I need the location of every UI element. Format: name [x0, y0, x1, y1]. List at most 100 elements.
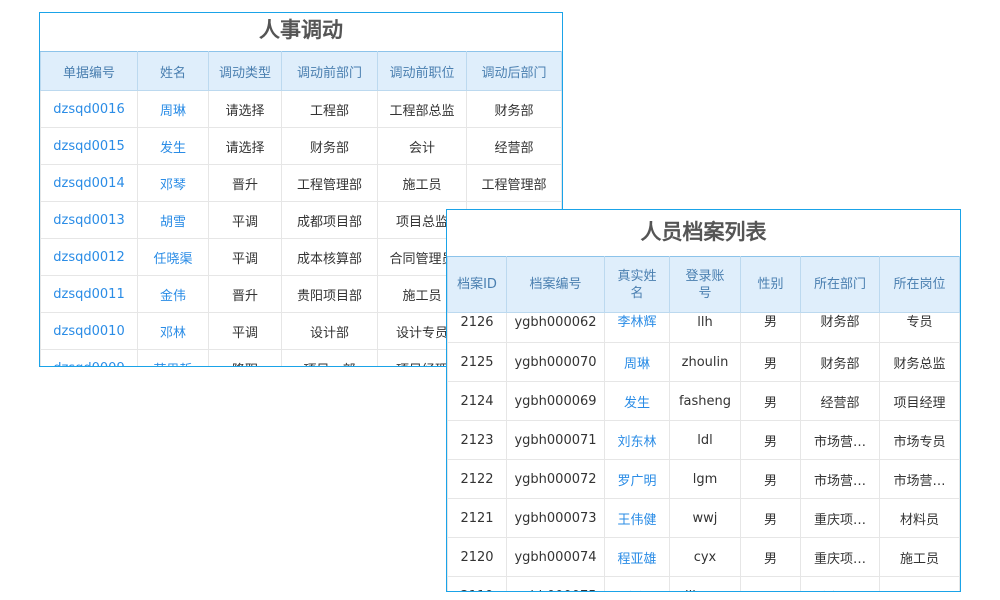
table-cell[interactable]: dzsqd0009 — [40, 349, 138, 366]
transfer-title: 人事调动 — [259, 18, 343, 42]
table-cell: 2124 — [447, 381, 507, 421]
table-cell[interactable]: 程亚雄 — [604, 537, 670, 577]
table-cell: 男 — [740, 312, 801, 343]
table-cell[interactable]: dzsqd0011 — [40, 275, 138, 313]
table-cell: 平调 — [208, 201, 282, 239]
table-cell[interactable]: dzsqd0012 — [40, 238, 138, 276]
column-header[interactable]: 调动后部门 — [466, 51, 562, 91]
table-row[interactable]: 2126 ygbh000062 李林辉 llh 男财务部 专员 — [447, 312, 960, 343]
table-cell: 请选择 — [208, 127, 282, 165]
table-cell: lihong — [669, 576, 741, 591]
table-cell[interactable]: 周琳 — [604, 342, 670, 382]
table-cell[interactable]: 罗广明 — [604, 459, 670, 499]
table-row[interactable]: 2124 ygbh000069 发生 fasheng 男经营部 项目经理 — [447, 381, 960, 421]
column-header[interactable]: 所在部门 — [800, 256, 880, 313]
table-cell[interactable]: 王伟健 — [604, 498, 670, 538]
table-cell[interactable]: 范思哲 — [137, 349, 209, 366]
table-cell: 预算员 — [879, 576, 960, 591]
table-row[interactable]: 2123 ygbh000071 刘东林 ldl 男市场营… 市场专员 — [447, 420, 960, 460]
table-cell: cyx — [669, 537, 741, 577]
transfer-panel: 人事调动 单据编号 姓名 调动类型 调动前部门 调动前职位 调动后部门 dzsqd0016 周… — [39, 12, 563, 367]
table-cell: fasheng — [669, 381, 741, 421]
table-cell: 财务总监 — [879, 342, 960, 382]
table-cell[interactable]: 金伟 — [137, 275, 209, 313]
column-header[interactable]: 单据编号 — [40, 51, 138, 91]
column-header[interactable]: 所在岗位 — [879, 256, 960, 313]
table-cell: ygbh000069 — [506, 381, 605, 421]
table-cell: 重庆项… — [800, 498, 880, 538]
table-row[interactable]: 2120 ygbh000074 程亚雄 cyx 男重庆项… 施工员 — [447, 537, 960, 577]
table-cell: 2125 — [447, 342, 507, 382]
table-cell: 2120 — [447, 537, 507, 577]
table-cell: 2119 — [447, 576, 507, 591]
table-cell: ygbh000070 — [506, 342, 605, 382]
table-cell: 男 — [740, 459, 801, 499]
table-cell[interactable]: 任晓渠 — [137, 238, 209, 276]
column-header[interactable]: 调动前职位 — [377, 51, 467, 91]
table-cell: 2122 — [447, 459, 507, 499]
table-cell: 2123 — [447, 420, 507, 460]
column-header[interactable]: 调动前部门 — [281, 51, 378, 91]
table-cell: 项目一部 — [281, 349, 378, 366]
table-cell[interactable]: 发生 — [137, 127, 209, 165]
table-row[interactable]: 2119ygbh000075李红lihong男重庆项…预算员 — [447, 576, 960, 591]
table-cell: 设计部 — [281, 312, 378, 350]
column-header[interactable]: 档案ID — [447, 256, 507, 313]
column-header[interactable]: 登录账号 — [669, 256, 741, 313]
table-cell: 财务部 — [281, 127, 378, 165]
table-cell: 工程部 — [281, 90, 378, 128]
table-row[interactable]: 2125 ygbh000070 周琳 zhoulin 男财务部 财务总监 — [447, 342, 960, 382]
table-cell: 重庆项… — [800, 576, 880, 591]
column-header[interactable]: 性别 — [740, 256, 801, 313]
table-cell: wwj — [669, 498, 741, 538]
table-cell: 重庆项… — [800, 537, 880, 577]
table-cell[interactable]: 李林辉 — [604, 312, 670, 343]
table-cell: zhoulin — [669, 342, 741, 382]
column-header[interactable]: 档案编号 — [506, 256, 605, 313]
table-cell: 男 — [740, 381, 801, 421]
archive-panel: 人员档案列表 档案ID 档案编号 真实姓名 登录账号 性别 所在部门 所在岗位 2126 ygb… — [446, 209, 961, 592]
table-cell[interactable]: 刘东林 — [604, 420, 670, 460]
table-cell[interactable]: 发生 — [604, 381, 670, 421]
table-cell: llh — [669, 312, 741, 343]
table-cell[interactable]: dzsqd0013 — [40, 201, 138, 239]
table-cell: 男 — [740, 420, 801, 460]
table-cell[interactable]: dzsqd0014 — [40, 164, 138, 202]
table-cell[interactable]: dzsqd0016 — [40, 90, 138, 128]
table-cell: 晋升 — [208, 164, 282, 202]
table-cell[interactable]: 李红 — [604, 576, 670, 591]
table-cell: 财务部 — [800, 342, 880, 382]
column-header[interactable]: 姓名 — [137, 51, 209, 91]
table-cell: 工程管理部 — [466, 164, 562, 202]
table-cell: 贵阳项目部 — [281, 275, 378, 313]
column-header[interactable]: 真实姓名 — [604, 256, 670, 313]
table-cell: 市场专员 — [879, 420, 960, 460]
table-cell: 平调 — [208, 312, 282, 350]
table-cell: 工程管理部 — [281, 164, 378, 202]
table-row[interactable]: 2121 ygbh000073 王伟健 wwj 男重庆项… 材料员 — [447, 498, 960, 538]
table-cell: 男 — [740, 342, 801, 382]
table-cell: 会计 — [377, 127, 467, 165]
table-cell[interactable]: 邓琴 — [137, 164, 209, 202]
table-cell: 材料员 — [879, 498, 960, 538]
table-cell: 财务部 — [800, 312, 880, 343]
table-cell[interactable]: dzsqd0010 — [40, 312, 138, 350]
table-cell: ygbh000062 — [506, 312, 605, 343]
table-cell: ygbh000073 — [506, 498, 605, 538]
table-cell[interactable]: 邓林 — [137, 312, 209, 350]
table-row[interactable]: dzsqd0016 周琳 请选择 工程部 工程部总监 财务部 — [40, 90, 562, 128]
table-cell: 2121 — [447, 498, 507, 538]
table-row[interactable]: dzsqd0014 邓琴 晋升 工程管理部 施工员 工程管理部 — [40, 164, 562, 202]
table-cell: lgm — [669, 459, 741, 499]
table-cell[interactable]: 胡雪 — [137, 201, 209, 239]
column-header[interactable]: 调动类型 — [208, 51, 282, 91]
table-cell[interactable]: 周琳 — [137, 90, 209, 128]
table-row[interactable]: 2122 ygbh000072 罗广明 lgm 男市场营… 市场营… — [447, 459, 960, 499]
table-cell: 市场营… — [879, 459, 960, 499]
table-cell: 成都项目部 — [281, 201, 378, 239]
table-row[interactable]: dzsqd0012 任晓渠 平调 成本核算部 合同管理员 — [40, 238, 562, 276]
table-row[interactable]: dzsqd0015 发生 请选择 财务部 会计 经营部 — [40, 127, 562, 165]
table-cell: 经营部 — [800, 381, 880, 421]
archive-title: 人员档案列表 — [640, 220, 767, 244]
table-cell[interactable]: dzsqd0015 — [40, 127, 138, 165]
